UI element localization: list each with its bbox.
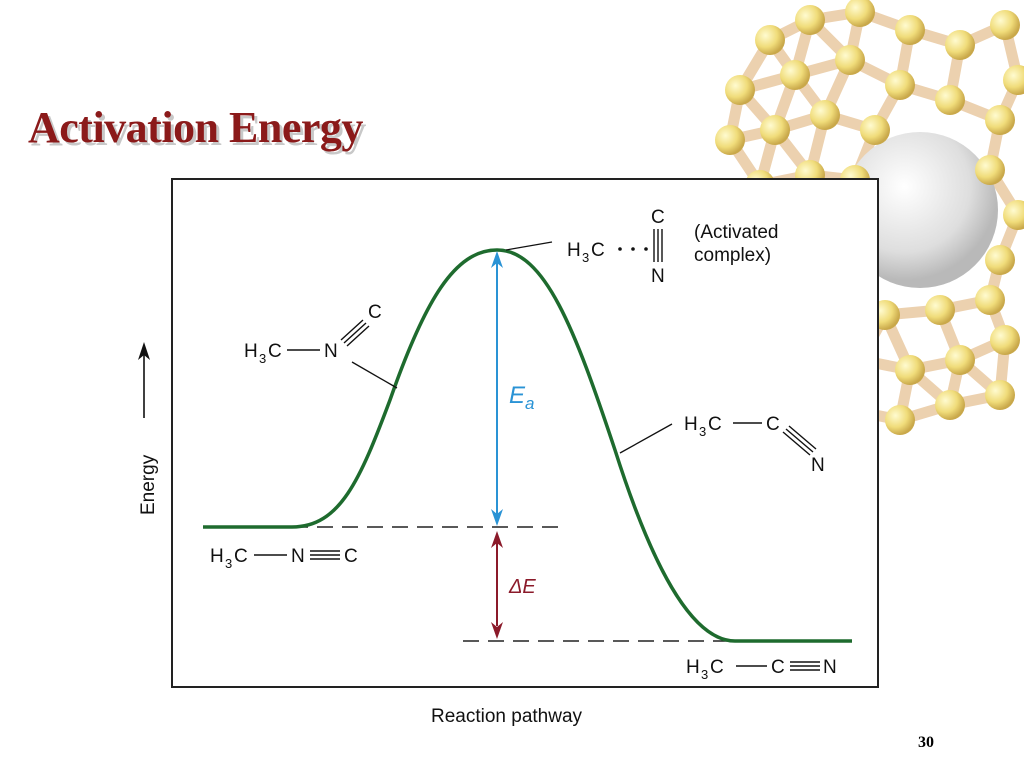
fullerene-atom — [985, 105, 1015, 135]
fullerene-atom — [895, 15, 925, 45]
slide-title: Activation Energy — [28, 103, 363, 152]
diagram-frame — [171, 178, 879, 688]
svg-text:H: H — [210, 546, 224, 567]
svg-text:N: N — [823, 657, 837, 678]
delta-e-label: ΔE — [508, 576, 536, 598]
svg-text:N: N — [651, 266, 665, 287]
svg-text:3: 3 — [225, 556, 232, 571]
svg-text:C: C — [771, 657, 785, 678]
fullerene-atom — [810, 100, 840, 130]
svg-text:C: C — [268, 341, 282, 362]
fullerene-atom — [795, 5, 825, 35]
activated-complex-label-line1: (Activated — [694, 222, 778, 243]
energy-axis-arrow — [138, 342, 150, 418]
fullerene-atom — [985, 245, 1015, 275]
svg-text:C: C — [651, 207, 665, 228]
fullerene-atom — [835, 45, 865, 75]
y-axis-label: Energy — [138, 454, 159, 515]
fullerene-atom — [945, 345, 975, 375]
ea-arrow — [491, 251, 503, 526]
fullerene-atom — [780, 60, 810, 90]
fullerene-core — [842, 132, 998, 288]
fullerene-atom — [760, 115, 790, 145]
product-molecule: H 3 C C N — [686, 657, 837, 682]
svg-text:N: N — [291, 546, 305, 567]
fullerene-atom — [845, 0, 875, 27]
svg-text:H: H — [244, 341, 258, 362]
fullerene-atom — [860, 115, 890, 145]
fullerene-atom — [985, 380, 1015, 410]
svg-text:N: N — [811, 455, 825, 476]
svg-text:C: C — [344, 546, 358, 567]
svg-text:H: H — [684, 414, 698, 435]
svg-text:C: C — [710, 657, 724, 678]
falling-side-molecule: H 3 C C N — [619, 414, 825, 476]
svg-text:3: 3 — [582, 250, 589, 265]
activated-complex-label-line2: complex) — [694, 245, 771, 266]
svg-text:C: C — [708, 414, 722, 435]
rising-side-molecule: H 3 C N C — [244, 302, 398, 389]
fullerene-atom — [935, 390, 965, 420]
svg-text:C: C — [766, 414, 780, 435]
svg-text:C: C — [234, 546, 248, 567]
svg-text:3: 3 — [701, 667, 708, 682]
fullerene-atom — [895, 355, 925, 385]
activated-complex-molecule: H 3 C C N — [505, 207, 665, 287]
svg-text:H: H — [567, 240, 581, 261]
x-axis-label: Reaction pathway — [431, 706, 583, 727]
reactant-molecule: H 3 C N C — [210, 546, 358, 571]
svg-text:3: 3 — [699, 424, 706, 439]
fullerene-atom — [975, 285, 1005, 315]
page-number: 30 — [918, 734, 934, 751]
fullerene-atom — [990, 10, 1020, 40]
delta-e-arrow — [491, 531, 503, 639]
svg-text:C: C — [591, 240, 605, 261]
svg-text:H: H — [686, 657, 700, 678]
fullerene-atom — [945, 30, 975, 60]
fullerene-atom — [1003, 65, 1024, 95]
fullerene-atom — [925, 295, 955, 325]
fullerene-atom — [885, 405, 915, 435]
reaction-energy-curve — [203, 248, 852, 643]
fullerene-atom — [935, 85, 965, 115]
svg-text:C: C — [368, 302, 382, 323]
ea-label: Ea — [509, 382, 534, 413]
fullerene-atom — [975, 155, 1005, 185]
fullerene-atom — [1003, 200, 1024, 230]
fullerene-atom — [725, 75, 755, 105]
fullerene-atom — [990, 325, 1020, 355]
fullerene-atom — [885, 70, 915, 100]
fullerene-atom — [715, 125, 745, 155]
svg-text:N: N — [324, 341, 338, 362]
fullerene-atom — [755, 25, 785, 55]
svg-text:3: 3 — [259, 351, 266, 366]
